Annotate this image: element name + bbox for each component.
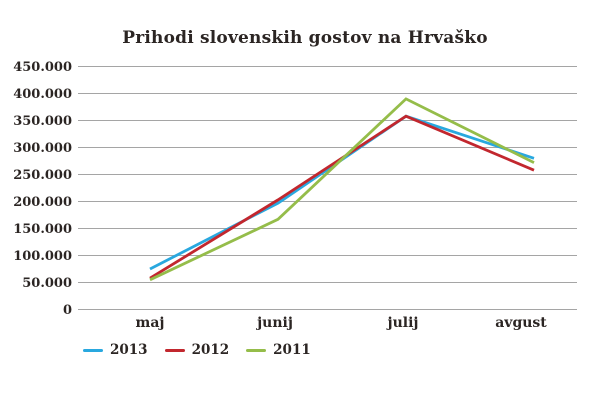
legend-line-swatch-2011	[246, 348, 267, 352]
legend-line-swatch-2012	[164, 348, 185, 352]
legend-item-2011: 2011	[246, 342, 311, 358]
series-line-2011	[149, 97, 535, 282]
y-axis-tick-label: 400.000	[13, 87, 72, 102]
y-axis-tick-label: 200.000	[13, 195, 72, 210]
legend-label-2011: 2011	[273, 342, 311, 358]
x-axis-tick-label: julij	[386, 315, 419, 331]
chart-title: Prihodi slovenskih gostov na Hrvaško	[122, 28, 488, 48]
legend-item-2012: 2012	[164, 342, 230, 358]
y-axis-tick-label: 100.000	[13, 249, 72, 264]
legend-label-2013: 2013	[110, 342, 148, 358]
x-axis-tick-label: junij	[255, 315, 293, 331]
legend-line-swatch-2013	[83, 348, 103, 352]
x-axis-tick-label: avgust	[495, 315, 547, 331]
y-axis-tick-label: 350.000	[13, 114, 72, 129]
y-axis-tick-label: 250.000	[13, 168, 72, 183]
y-axis-tick-label: 150.000	[13, 222, 72, 237]
y-axis-tick-label: 0	[63, 303, 72, 318]
legend-label-2012: 2012	[191, 342, 230, 358]
series-line-2013	[149, 114, 535, 271]
y-axis-tick-label: 450.000	[13, 60, 72, 75]
x-axis-tick-label: maj	[136, 315, 165, 331]
y-axis-tick-label: 50.000	[22, 276, 72, 291]
chart-legend: 2013 2012 2011	[83, 342, 311, 358]
legend-item-2013: 2013	[83, 342, 148, 358]
y-axis-tick-label: 300.000	[13, 141, 72, 156]
